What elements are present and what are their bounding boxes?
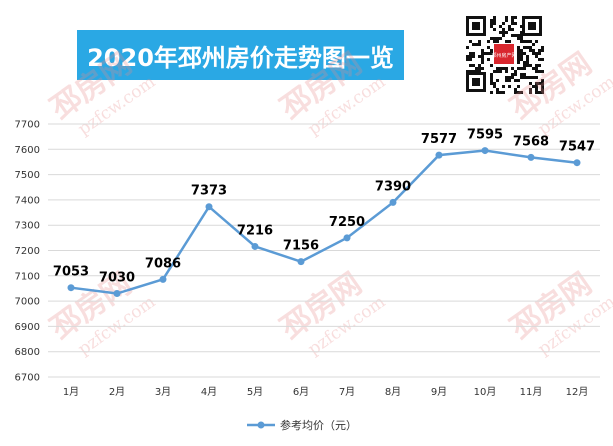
data-label: 7086	[145, 256, 181, 271]
data-label: 7216	[237, 223, 273, 238]
data-label: 7053	[53, 265, 89, 280]
y-tick-label: 6900	[15, 322, 40, 333]
data-label: 7250	[329, 215, 365, 230]
data-points	[67, 147, 581, 298]
x-tick-label: 8月	[385, 386, 401, 398]
series-line	[70, 149, 578, 295]
x-tick-label: 5月	[247, 386, 263, 398]
y-tick-label: 7700	[15, 120, 40, 131]
legend-label: 参考均价（元）	[280, 418, 357, 432]
chart-title: 2020年邳州房价走势图一览	[87, 43, 394, 72]
y-tick-label: 6800	[15, 347, 40, 358]
data-labels: 7053 7030 7086 7373 7216 7156 7250 7390 7577 7595…	[53, 128, 595, 286]
x-tick-label: 2月	[109, 386, 125, 398]
legend-marker	[257, 421, 265, 429]
y-tick-label: 7600	[15, 145, 40, 156]
data-point	[481, 147, 489, 155]
x-tick-label: 4月	[201, 386, 217, 398]
data-label: 7577	[421, 132, 457, 147]
y-tick-label: 7100	[15, 271, 40, 282]
data-point	[113, 290, 121, 298]
qr-logo-badge	[494, 44, 514, 64]
x-tick-label: 10月	[474, 386, 497, 398]
data-label: 7547	[559, 140, 595, 155]
y-tick-label: 7500	[15, 170, 40, 181]
y-tick-label: 7000	[15, 297, 40, 308]
x-tick-label: 12月	[566, 386, 589, 398]
data-point	[251, 242, 259, 250]
x-tick-label: 1月	[63, 386, 79, 398]
x-tick-label: 6月	[293, 386, 309, 398]
data-label: 7156	[283, 239, 319, 254]
title-banner: 2020年邳州房价走势图一览	[77, 30, 404, 80]
y-axis-ticks: 6700 6800 6900 7000 7100 7200 7300 7400 7500 7600…	[15, 120, 40, 384]
data-point	[297, 258, 305, 266]
data-label: 7390	[375, 179, 411, 194]
qr-badge-text: 邳州房产网	[491, 52, 516, 59]
x-tick-label: 7月	[339, 386, 355, 398]
data-point	[573, 159, 581, 167]
x-tick-label: 11月	[520, 386, 543, 398]
data-point	[527, 153, 535, 161]
data-label: 7595	[467, 128, 503, 143]
data-point	[435, 151, 443, 159]
qr-code-image: 邳州房产网	[464, 14, 544, 94]
data-point	[343, 234, 351, 242]
y-tick-label: 7200	[15, 246, 40, 257]
y-tick-label: 6700	[15, 373, 40, 384]
x-tick-label: 9月	[431, 386, 447, 398]
data-label: 7373	[191, 184, 227, 199]
data-point	[67, 284, 75, 292]
data-label: 7030	[99, 271, 135, 286]
legend: 参考均价（元）	[247, 418, 357, 432]
y-tick-label: 7400	[15, 195, 40, 206]
data-point	[205, 203, 213, 211]
x-axis-ticks: 1月 2月 3月 4月 5月 6月 7月 8月 9月 10月 11月 12月	[63, 386, 589, 398]
data-point	[159, 275, 167, 283]
data-point	[389, 198, 397, 206]
x-tick-label: 3月	[155, 386, 171, 398]
y-tick-label: 7300	[15, 221, 40, 232]
data-label: 7568	[513, 134, 549, 149]
